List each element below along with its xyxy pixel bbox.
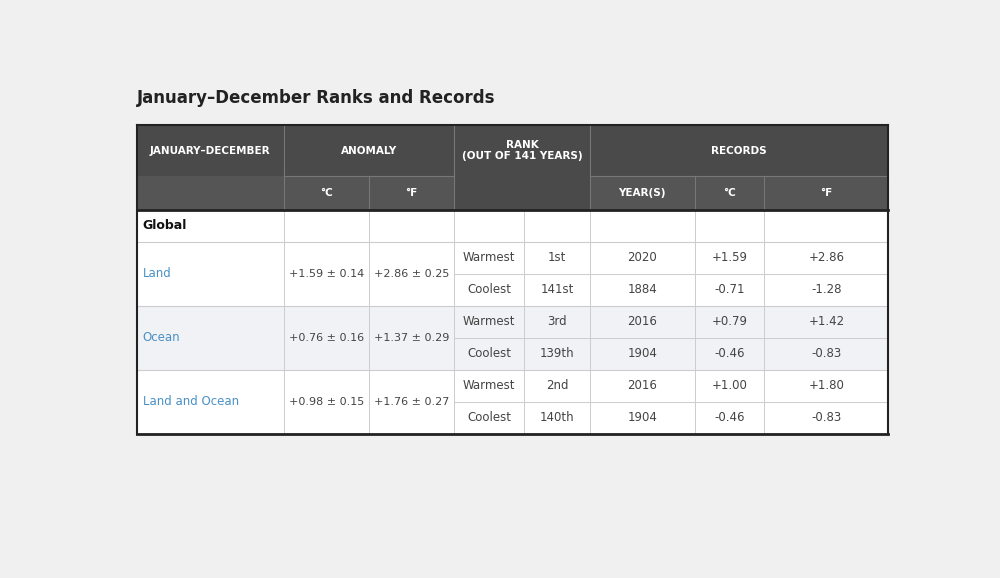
Text: Warmest: Warmest (463, 251, 516, 264)
Text: Warmest: Warmest (463, 315, 516, 328)
Text: +2.86: +2.86 (808, 251, 844, 264)
Bar (137, 125, 888, 176)
Bar (137, 242, 888, 306)
Text: 139th: 139th (540, 347, 574, 360)
Text: °C: °C (723, 188, 736, 198)
Bar (454, 176, 590, 210)
Text: +1.80: +1.80 (808, 379, 844, 392)
Bar (590, 176, 888, 210)
Text: -1.28: -1.28 (811, 283, 842, 296)
Text: 2016: 2016 (627, 379, 657, 392)
Text: +0.79: +0.79 (712, 315, 748, 328)
Text: RECORDS: RECORDS (711, 146, 767, 155)
Text: 2020: 2020 (627, 251, 657, 264)
Text: +0.98 ± 0.15: +0.98 ± 0.15 (289, 397, 364, 407)
Text: -0.83: -0.83 (811, 347, 842, 360)
Bar (137, 370, 888, 434)
Text: -0.46: -0.46 (714, 347, 745, 360)
Text: 3rd: 3rd (547, 315, 567, 328)
Text: -0.46: -0.46 (714, 412, 745, 424)
Text: Coolest: Coolest (467, 347, 511, 360)
Text: +1.37 ± 0.29: +1.37 ± 0.29 (374, 333, 449, 343)
Text: +1.59 ± 0.14: +1.59 ± 0.14 (289, 269, 364, 279)
Text: Ocean: Ocean (143, 331, 180, 344)
Text: -0.71: -0.71 (714, 283, 745, 296)
Text: -0.83: -0.83 (811, 412, 842, 424)
Text: RANK
(OUT OF 141 YEARS): RANK (OUT OF 141 YEARS) (462, 140, 582, 161)
Text: °F: °F (820, 188, 832, 198)
Text: YEAR(S): YEAR(S) (619, 188, 666, 198)
Bar (137, 210, 888, 242)
Text: Coolest: Coolest (467, 283, 511, 296)
Text: 1904: 1904 (627, 347, 657, 360)
Text: 141st: 141st (540, 283, 574, 296)
Text: January–December Ranks and Records: January–December Ranks and Records (137, 90, 495, 108)
Text: ANOMALY: ANOMALY (341, 146, 397, 155)
Text: +2.86 ± 0.25: +2.86 ± 0.25 (374, 269, 449, 279)
Text: 1884: 1884 (627, 283, 657, 296)
Text: +0.76 ± 0.16: +0.76 ± 0.16 (289, 333, 364, 343)
Text: 1st: 1st (548, 251, 566, 264)
Text: Land: Land (143, 267, 172, 280)
Bar (137, 176, 454, 210)
Text: Land and Ocean: Land and Ocean (143, 395, 239, 408)
Text: 1904: 1904 (627, 412, 657, 424)
Bar (137, 306, 888, 370)
Text: Warmest: Warmest (463, 379, 516, 392)
Text: Coolest: Coolest (467, 412, 511, 424)
Text: +1.00: +1.00 (712, 379, 747, 392)
Text: °F: °F (406, 188, 418, 198)
Text: JANUARY–DECEMBER: JANUARY–DECEMBER (150, 146, 271, 155)
Text: Global: Global (143, 219, 187, 232)
Text: +1.42: +1.42 (808, 315, 844, 328)
Text: 2nd: 2nd (546, 379, 568, 392)
Text: °C: °C (320, 188, 333, 198)
Text: +1.59: +1.59 (712, 251, 748, 264)
Bar (137, 125, 888, 434)
Text: 140th: 140th (540, 412, 574, 424)
Text: +1.76 ± 0.27: +1.76 ± 0.27 (374, 397, 449, 407)
Text: 2016: 2016 (627, 315, 657, 328)
